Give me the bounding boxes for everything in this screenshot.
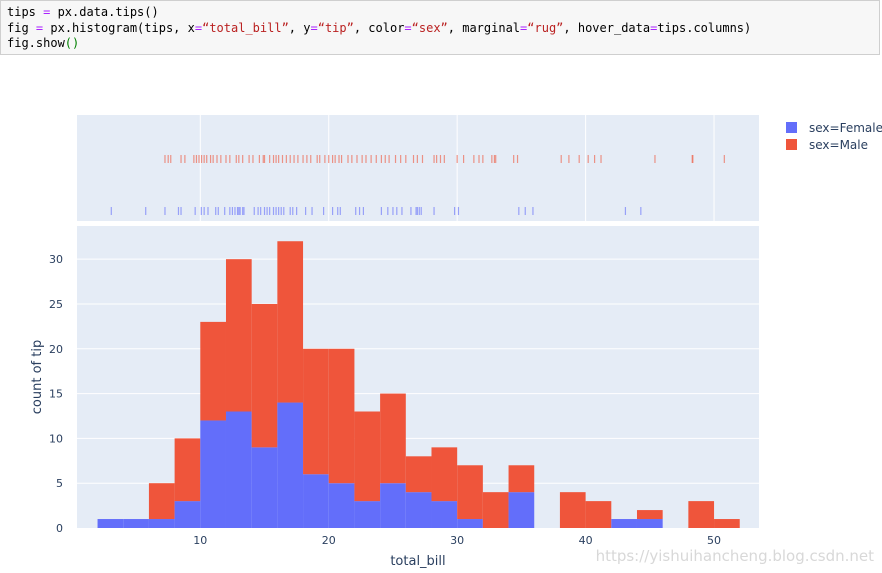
y-tick-label: 5 (56, 477, 63, 490)
rug-plot-area (77, 115, 759, 221)
x-tick-label: 30 (450, 534, 464, 547)
histogram-bar-female (431, 501, 458, 528)
histogram-bar-male (559, 492, 586, 528)
histogram-bar-male (354, 411, 381, 502)
histogram-bar-male (303, 348, 329, 475)
watermark: https://yishuihancheng.blog.csdn.net (595, 547, 874, 565)
x-tick-label: 20 (322, 534, 336, 547)
histogram-bar-male (380, 393, 406, 484)
histogram-bar-female (457, 519, 483, 528)
histogram-bar-male (328, 348, 355, 484)
histogram-bar-male (405, 456, 432, 493)
legend-label-female: sex=Female (809, 121, 882, 135)
y-tick-label: 0 (56, 522, 63, 535)
x-tick-label: 40 (579, 534, 593, 547)
legend-item-male[interactable]: sex=Male (786, 138, 868, 152)
histogram-bar-male (457, 465, 483, 520)
histogram-bar-male (714, 519, 740, 528)
histogram-bar-female (225, 411, 252, 528)
histogram-bar-female (611, 519, 637, 528)
x-tick-label: 50 (707, 534, 721, 547)
histogram-bar-male (174, 438, 201, 502)
histogram-bar-male (200, 321, 226, 421)
histogram-bar-female (97, 519, 124, 528)
histogram-bar-male (431, 447, 458, 502)
x-tick-label: 10 (193, 534, 207, 547)
histogram-bar-male (277, 241, 304, 403)
histogram-bar-male (148, 483, 175, 520)
x-axis-title: total_bill (390, 554, 445, 569)
histogram-bar-male (585, 501, 612, 528)
y-tick-label: 30 (49, 253, 63, 266)
histogram-bar-female (148, 519, 175, 528)
histogram-bar-male (688, 501, 715, 528)
histogram-bar-female (328, 483, 355, 528)
histogram-bar-female (277, 402, 304, 528)
histogram-bar-male (508, 465, 535, 493)
histogram-bar-female (354, 501, 381, 528)
code-line-3: fig.show() (7, 36, 80, 50)
code-cell[interactable]: tips = px.data.tips() fig = px.histogram(… (0, 0, 880, 55)
histogram-bar-female (200, 420, 226, 528)
legend-swatch-female (786, 122, 797, 133)
histogram-bar-female (251, 447, 278, 528)
histogram-bar-male (482, 492, 509, 528)
histogram-bar-male (636, 510, 663, 520)
legend-label-male: sex=Male (809, 138, 868, 152)
histogram-bar-female (380, 483, 406, 528)
histogram-bar-male (251, 303, 278, 448)
histogram-bar-male (225, 259, 252, 412)
code-line-1: tips = px.data.tips() (7, 5, 159, 19)
y-tick-label: 15 (49, 388, 63, 401)
legend-item-female[interactable]: sex=Female (786, 121, 882, 135)
code-line-2: fig = px.histogram(tips, x=“total_bill”,… (7, 20, 752, 35)
histogram-bar-female (123, 519, 149, 528)
histogram-bar-female (303, 474, 329, 528)
legend-swatch-male (786, 139, 797, 150)
y-tick-label: 20 (49, 343, 63, 356)
histogram-bar-female (174, 501, 201, 528)
histogram-bar-female (405, 492, 432, 528)
y-axis-title: count of tip (30, 340, 45, 414)
histogram-bar-female (636, 519, 663, 528)
y-tick-label: 10 (49, 432, 63, 445)
histogram-bar-female (508, 492, 535, 528)
legend[interactable]: sex=Female sex=Male (786, 121, 882, 152)
y-tick-label: 25 (49, 298, 63, 311)
